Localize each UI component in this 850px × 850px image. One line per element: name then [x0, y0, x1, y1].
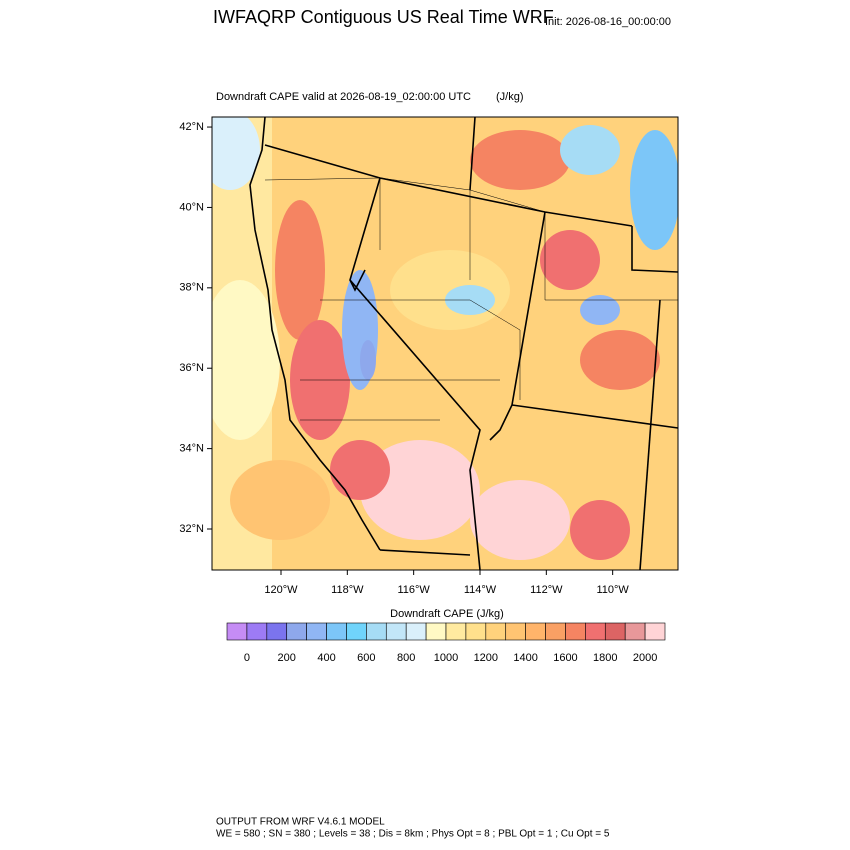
y-tick-label: 36°N: [179, 362, 204, 374]
colorbar-label: 1800: [593, 652, 617, 664]
title: IWFAQRP Contiguous US Real Time WRF: [213, 7, 554, 27]
colorbar-box: [545, 622, 566, 641]
colorbar-box: [286, 622, 307, 641]
colorbar-box: [366, 622, 387, 641]
y-tick-label: 34°N: [179, 443, 204, 455]
colorbar-box: [525, 622, 546, 641]
units: (J/kg): [496, 91, 524, 103]
colorbar-box: [226, 622, 248, 641]
subtitle: Downdraft CAPE valid at 2026-08-19_02:00…: [216, 91, 471, 103]
x-tick-label: 110°W: [596, 584, 629, 596]
init-time: Init: 2026-08-16_00:00:00: [545, 16, 671, 28]
colorbar-box: [385, 622, 407, 641]
colorbar-label: 800: [397, 652, 415, 664]
colorbar-label: 600: [357, 652, 375, 664]
y-tick-label: 42°N: [179, 121, 204, 133]
colorbar-box: [644, 622, 666, 641]
colorbar-label: 1000: [434, 652, 458, 664]
colorbar-box: [505, 622, 526, 641]
map-field: [212, 117, 678, 570]
x-tick-label: 116°W: [397, 584, 430, 596]
colorbar-label: 2000: [633, 652, 657, 664]
colorbar-label: 400: [317, 652, 335, 664]
x-tick-label: 114°W: [464, 584, 497, 596]
colorbar-title: Downdraft CAPE (J/kg): [390, 608, 504, 620]
map-frame: [211, 116, 679, 571]
x-tick-label: 120°W: [264, 584, 298, 596]
colorbar-label: 0: [244, 652, 250, 664]
colorbar-box: [326, 622, 347, 641]
footer-line: OUTPUT FROM WRF V4.6.1 MODEL: [216, 817, 385, 828]
colorbar-box: [346, 622, 367, 641]
y-tick-label: 38°N: [179, 282, 204, 294]
y-tick-label: 32°N: [179, 523, 204, 535]
colorbar-box: [246, 622, 268, 641]
colorbar-box: [565, 622, 586, 641]
colorbar-box: [485, 622, 507, 641]
colorbar-box: [445, 622, 467, 641]
colorbar-box: [306, 622, 327, 641]
footer-line: WE = 580 ; SN = 380 ; Levels = 38 ; Dis …: [216, 829, 610, 840]
colorbar-box: [585, 622, 606, 641]
colorbar-box: [465, 622, 487, 641]
colorbar-label: 1400: [513, 652, 537, 664]
colorbar-label: 1600: [553, 652, 577, 664]
colorbar-label: 1200: [474, 652, 498, 664]
colorbar-box: [604, 622, 626, 641]
x-tick-label: 118°W: [331, 584, 364, 596]
colorbar-box: [624, 622, 646, 641]
y-tick-label: 40°N: [179, 201, 204, 213]
x-tick-label: 112°W: [530, 584, 563, 596]
colorbar-box: [405, 622, 427, 641]
colorbar-box: [266, 622, 288, 641]
colorbar-box: [425, 622, 447, 641]
colorbar-label: 200: [278, 652, 296, 664]
